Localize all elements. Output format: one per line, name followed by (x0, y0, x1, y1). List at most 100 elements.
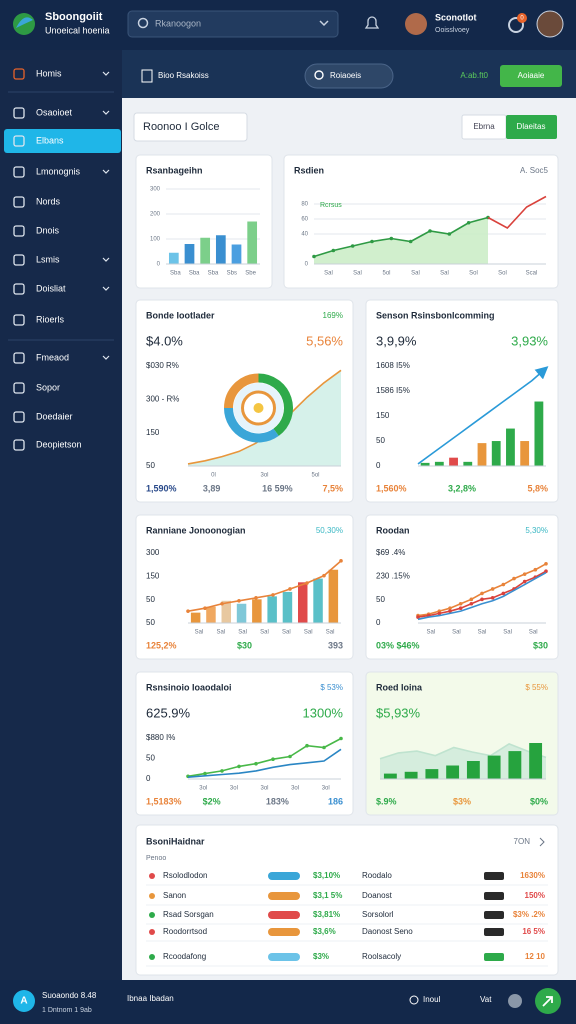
row-name[interactable]: Rcoodafong (163, 952, 206, 961)
side-label: 230 .15% (376, 571, 410, 580)
point (458, 601, 463, 606)
bell-icon[interactable] (364, 16, 380, 29)
x-tick-label: Sal (440, 271, 449, 277)
nav-item[interactable]: Lmonognis (36, 166, 81, 176)
row-name: Daonost Seno (362, 927, 413, 936)
point (288, 754, 292, 759)
row-name: Roodalo (362, 871, 392, 880)
badge (517, 13, 527, 23)
y-tick-label: 80 (301, 202, 308, 208)
nav-item[interactable]: Fmeaod (36, 352, 69, 362)
row-name[interactable]: Roodorrtsod (163, 927, 207, 936)
button-label[interactable]: Ebrna (473, 122, 495, 131)
footer-icon[interactable] (508, 994, 522, 1008)
y-tick-label: 100 (150, 237, 161, 243)
x-tick-label: Sba (170, 271, 181, 277)
footer-link[interactable]: Inoul (423, 995, 441, 1004)
bar (534, 401, 544, 466)
nav-item[interactable]: Dnois (36, 225, 60, 235)
chevron (102, 257, 110, 262)
nav-item[interactable]: Lsmis (36, 254, 60, 264)
bar (282, 591, 293, 623)
point (305, 743, 309, 748)
chevron (102, 71, 110, 76)
card-footer: 03% $46% (376, 640, 420, 650)
table-card (135, 824, 559, 976)
row-name[interactable]: Sanon (163, 891, 186, 900)
user-avatar[interactable] (405, 13, 427, 35)
x-tick-label: Sal (411, 271, 420, 277)
bar (508, 751, 522, 779)
x-tick-label: Sal (324, 271, 333, 277)
point (533, 567, 538, 572)
x-tick-label: Sol (469, 271, 478, 277)
point (490, 587, 495, 591)
x-tick-label: Sbs (227, 271, 237, 277)
card (365, 299, 559, 503)
bar (328, 569, 339, 623)
nav-item[interactable]: Osaoioet (36, 107, 73, 117)
breadcrumb: Bioo Rsakoiss (158, 71, 209, 80)
card-footer: $2% (203, 796, 221, 806)
row-name[interactable]: Rsolodlodon (163, 871, 207, 880)
chevron (102, 110, 110, 115)
row-name[interactable]: Rsad Sorsgan (163, 910, 214, 919)
point (448, 609, 452, 613)
nav-icon (13, 283, 25, 295)
table-link[interactable]: 7ON (514, 837, 531, 846)
notify-icon[interactable] (508, 17, 524, 33)
x-tick-label: 3ol (199, 786, 207, 792)
filter-label[interactable]: Roiaoeis (330, 71, 361, 80)
x-tick-label: Sal (353, 271, 362, 277)
card-title: Rsnsinoio Ioaodaloi (146, 682, 232, 692)
brand-subtitle: Unoeical hoenia (45, 25, 110, 35)
nav-item[interactable]: Deopietson (36, 439, 82, 449)
bar (446, 765, 460, 779)
profile-avatar[interactable] (536, 10, 564, 38)
bar (404, 771, 418, 779)
card (365, 514, 559, 660)
footer-link[interactable]: Vat (480, 995, 492, 1004)
filter-pill[interactable] (304, 63, 394, 89)
nav-item[interactable]: Rioerls (36, 314, 65, 324)
button-label[interactable]: Dlaeitas (517, 122, 546, 131)
y-tick-label: 0 (305, 262, 309, 268)
bar (168, 252, 179, 264)
point (339, 559, 343, 563)
chevron (319, 20, 329, 27)
status-dot (149, 912, 155, 918)
search-box[interactable] (127, 10, 339, 38)
x-tick-label: 3ol (260, 473, 268, 479)
nav-item[interactable]: Nords (36, 196, 61, 206)
card-footer: 3,89 (203, 483, 221, 493)
card-footer: 1,5183% (146, 796, 182, 806)
nav-icon (13, 439, 25, 451)
card-footer: 7,5% (322, 483, 343, 493)
nav-item[interactable]: Doisliat (36, 283, 66, 293)
search-placeholder[interactable]: Rkanoogon (155, 18, 201, 28)
side-label: 300 - R% (146, 394, 179, 403)
sidebar (0, 50, 122, 980)
nav-item[interactable]: Elbans (36, 135, 64, 145)
y-tick-label: 40 (301, 232, 308, 238)
chip (484, 872, 504, 880)
nav-item[interactable]: Homis (36, 68, 62, 78)
nav-item[interactable]: Sopor (36, 382, 60, 392)
point (544, 569, 548, 573)
card-footer: 186 (328, 796, 343, 806)
bar (449, 457, 458, 466)
button[interactable] (506, 115, 557, 139)
card-footer: $3% (453, 796, 471, 806)
bar (425, 769, 439, 779)
x-tick-label: Sal (216, 630, 225, 636)
card-footer: $30 (237, 640, 252, 650)
point (522, 579, 527, 584)
point (480, 591, 484, 596)
action-button[interactable] (500, 65, 562, 87)
bar (215, 235, 226, 264)
point (203, 606, 207, 610)
nav-item[interactable]: Doedaier (36, 411, 73, 421)
side-label: 0 (146, 774, 151, 783)
x-tick-label: Sba (189, 271, 200, 277)
action-label[interactable]: Aoiaaie (518, 71, 545, 80)
